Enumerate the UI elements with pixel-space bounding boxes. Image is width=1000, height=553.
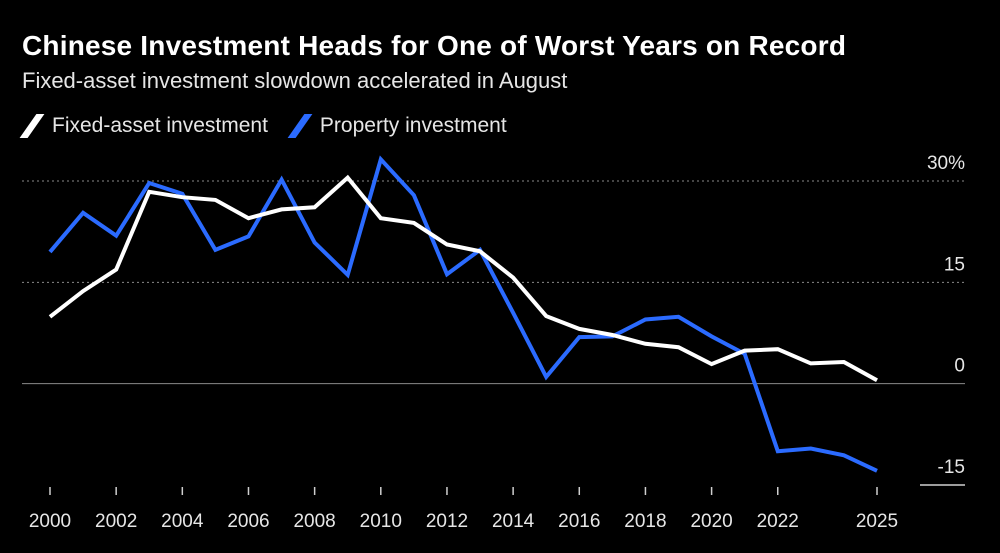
ytick-label--15: -15 (938, 457, 965, 478)
series-line-fixed-asset-investment (48, 174, 878, 383)
xtick-label-2022: 2022 (757, 511, 799, 532)
legend-item-property: Property investment (287, 114, 507, 138)
chart-subtitle: Fixed-asset investment slowdown accelera… (22, 68, 568, 93)
xtick-label-2000: 2000 (29, 511, 71, 532)
legend-label-fixed-asset: Fixed-asset investment (52, 114, 268, 137)
ytick-label-15: 15 (944, 254, 965, 275)
xtick-label-2020: 2020 (690, 511, 732, 532)
series-line-property-investment (48, 155, 878, 473)
xtick-label-2008: 2008 (293, 511, 335, 532)
xtick-label-2025: 2025 (856, 511, 898, 532)
xtick-label-2004: 2004 (161, 511, 204, 532)
chart-title: Chinese Investment Heads for One of Wors… (22, 30, 847, 61)
xtick-label-2012: 2012 (426, 511, 468, 532)
xtick-label-2010: 2010 (360, 511, 402, 532)
ytick-label-30: 30% (927, 153, 965, 174)
legend-label-property: Property investment (319, 114, 507, 137)
xtick-label-2002: 2002 (95, 511, 137, 532)
xtick-label-2018: 2018 (624, 511, 666, 532)
xtick-label-2016: 2016 (558, 511, 600, 532)
legend: Fixed-asset investment Property investme… (19, 114, 529, 138)
ytick-label-0: 0 (954, 356, 965, 377)
xtick-label-2014: 2014 (492, 511, 535, 532)
legend-item-fixed-asset: Fixed-asset investment (19, 114, 268, 138)
xtick-label-2006: 2006 (227, 511, 269, 532)
